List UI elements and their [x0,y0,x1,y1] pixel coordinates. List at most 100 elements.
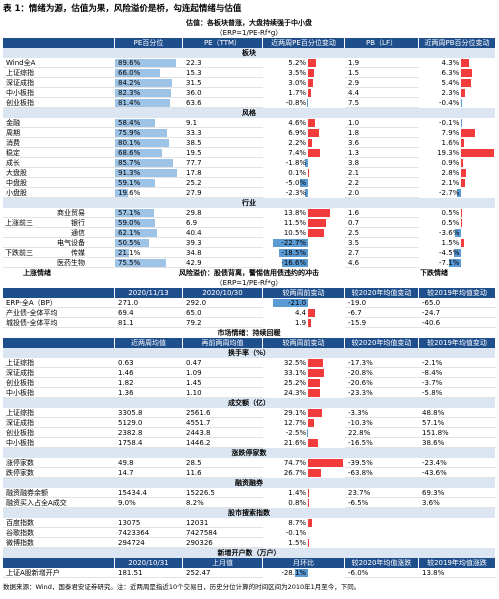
cell: 0.7 [345,218,419,228]
column-header: 近两周均值 [115,338,183,348]
row-label: 谷歌指数 [3,528,115,538]
percentile-bar [115,189,129,197]
column-header: 较2019年均值涨跌 [419,558,496,568]
cell: 1.10 [183,388,263,398]
cell: -0.1% [285,529,307,537]
change-bar [308,389,320,397]
right-note: 下跌情绪 [420,269,448,277]
cell: 24.3% [283,389,307,397]
cell: -19.0 [345,298,419,308]
group-label: 新增开户数（万户） [3,548,495,558]
cell: 21.6% [283,439,307,447]
change-bar [461,239,464,247]
row-label: 金融 [3,118,115,128]
row-label: 小盘股 [3,188,115,198]
cell: 6.3% [441,69,460,77]
cell: 77.7 [183,158,263,168]
group-label: 融资融券 [3,478,495,488]
formula: （ERP=1/PE-Rf*g） [215,29,283,37]
change-bar [279,249,309,257]
row-label: 成长 [3,158,115,168]
cell: -2.1% [419,358,496,368]
column-header [3,558,115,568]
column-header: PB（LF） [345,38,419,48]
cell: 75.9% [115,128,183,138]
change-bar [461,69,473,77]
column-header: 2020/10/30 [183,288,263,298]
cell: 69.3% [419,488,496,498]
row-label: 上证综指 [3,358,115,368]
group-label: 换手率（%） [3,348,495,358]
cell: 11.5% [283,219,307,227]
change-bar [461,159,463,167]
cell: 25.2% [283,379,307,387]
change-bar [308,119,316,127]
change-bar [308,539,309,547]
row-label: 涨停家数 [3,458,115,468]
change-bar [449,259,462,267]
left-note: 上涨情绪 [23,269,51,277]
change-bar [308,89,311,97]
row-label: 深证成指 [3,368,115,378]
cell: 13075 [115,518,183,528]
cell: -6.0% [345,568,419,578]
cell: -22.7% [281,239,307,247]
cell: -40.6 [419,318,496,328]
cell: -17.3% [345,358,419,368]
cell: 58.4% [115,118,183,128]
cell: 1.9 [294,319,307,327]
change-bar [308,519,313,527]
cell: 2.8% [441,169,460,177]
cell: 1.5 [345,68,419,78]
column-header [3,338,115,348]
percentile-bar [115,169,178,177]
cell: -39.5% [345,458,419,468]
percentile-bar [115,149,162,157]
cell: 8.2% [183,498,263,508]
column-header: PE（TTM） [183,38,263,48]
cell: 0.63 [115,358,183,368]
group-label: 成交额（亿） [3,398,495,408]
change-bar [308,409,322,417]
percentile-bar [115,209,154,217]
cell: 2561.6 [183,408,263,418]
row-label: 深证成指 [3,418,115,428]
cell: -1.8% [285,159,307,167]
cell: 19.5 [183,148,263,158]
change-bar [306,429,309,437]
cell: 91.3% [115,168,183,178]
cell: 80.1% [115,138,183,148]
change-bar [461,149,495,157]
cell: -16.6% [281,259,307,267]
cell: -24.7 [419,308,496,318]
column-header: 较两周前变动 [263,288,345,298]
change-bar [308,209,330,217]
cell: 1.3 [345,148,419,158]
column-header [3,38,115,48]
change-bar [308,419,315,427]
cell: 1.7% [288,89,307,97]
cell: 38.6% [419,438,496,448]
cell: 0.47 [183,358,263,368]
cell: 2.5 [345,228,419,238]
section-heading: 市场情绪：持续回暖 [217,329,281,337]
cell: 2382.8 [115,428,183,438]
cell: 1.5% [288,539,307,547]
cell: 6.9 [183,218,263,228]
cell: -16.5% [345,438,419,448]
row-label: 通信 [3,228,115,238]
column-header: 2020/10/31 [115,558,183,568]
column-header: 较2020年均值变动 [345,338,419,348]
change-bar [308,219,326,227]
cell: 7.5 [345,98,419,108]
cell: 0.9% [441,159,460,167]
change-bar [461,89,466,97]
cell: 2.2 [345,178,419,188]
cell: 22.8% [345,428,419,438]
cell: 21.1% [115,248,183,258]
row-label: 传媒 [3,248,115,258]
cell: 13.8% [283,209,307,217]
change-bar [308,149,320,157]
cell: 3.0% [288,79,307,87]
cell: 7.9% [441,129,460,137]
